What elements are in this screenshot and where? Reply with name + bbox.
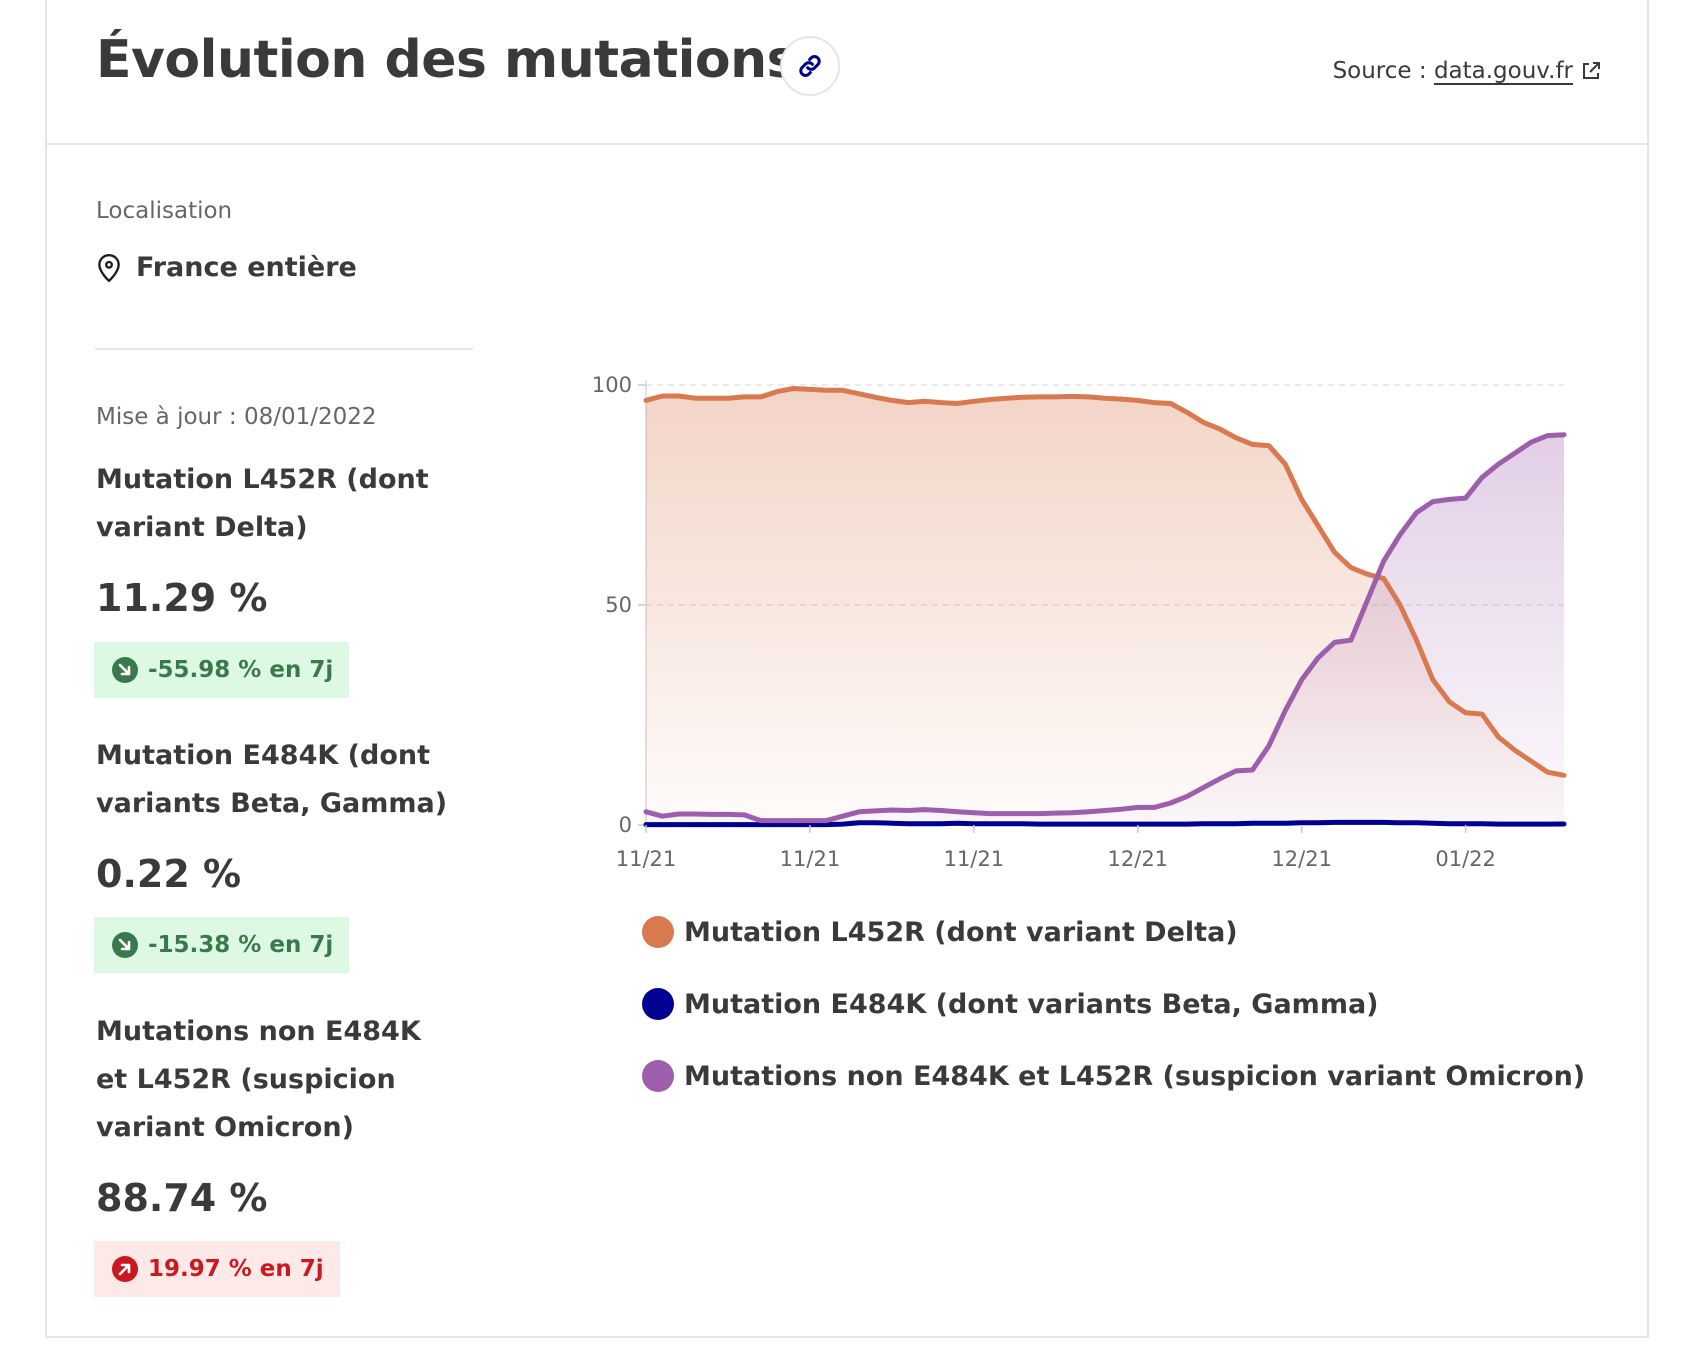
legend-swatch-omicron [642,1060,674,1092]
legend-label-delta: Mutation L452R (dont variant Delta) [684,916,1238,948]
metric-value-omicron: 88.74 % [96,1176,268,1220]
series-line-0 [643,386,1567,778]
external-link-icon [1583,62,1600,79]
trend-badge-beta-gamma: -15.38 % en 7j [94,917,350,973]
arrow-down-right-icon [112,657,138,683]
metric-name-beta-gamma: Mutation E484K (dont variants Beta, Gamm… [96,740,448,819]
location-value: France entière [136,252,357,283]
series-line-2 [643,432,1567,824]
chart-legend: Mutation L452R (dont variant Delta) Muta… [642,912,1585,1128]
location-label: Localisation [96,198,233,224]
trend-badge-delta: -55.98 % en 7j [94,642,350,698]
mutations-card [45,0,1649,1338]
bottom-divider [45,1336,1649,1338]
mutations-area-chart[interactable]: 0 50 100 11/21 11/21 11/21 12/21 12/21 01/22 [580,360,1600,900]
metric-name-omicron: Mutations non E484K et L452R (suspicion … [96,1016,421,1143]
location-selector[interactable]: France entière [96,252,357,283]
legend-item-delta[interactable]: Mutation L452R (dont variant Delta) [642,912,1585,952]
link-icon [799,55,821,77]
metric-value-beta-gamma: 0.22 % [96,852,242,896]
y-tick-label-100: 100 [592,373,632,397]
x-tick-label-2: 11/21 [944,847,1005,871]
source-prefix: Source : [1332,58,1434,84]
metric-value-delta: 11.29 % [96,576,268,620]
legend-label-beta-gamma: Mutation E484K (dont variants Beta, Gamm… [684,988,1379,1020]
x-tick-label-1: 11/21 [780,847,841,871]
series-area-2 [646,434,1564,825]
header-divider [45,143,1649,145]
legend-swatch-delta [642,916,674,948]
y-tick-label-50: 50 [605,593,632,617]
trend-text-delta: -55.98 % en 7j [148,657,334,683]
x-tick-label-4: 12/21 [1271,847,1332,871]
arrow-down-right-icon [112,932,138,958]
source-link[interactable]: data.gouv.fr [1434,58,1601,84]
legend-item-omicron[interactable]: Mutations non E484K et L452R (suspicion … [642,1056,1585,1096]
page-title: Évolution des mutations [96,30,798,90]
legend-item-beta-gamma[interactable]: Mutation E484K (dont variants Beta, Gamm… [642,984,1585,1024]
sidebar-divider [95,348,473,350]
series-line-1 [643,819,1567,828]
map-pin-icon [98,253,120,282]
x-tick-label-0: 11/21 [616,847,677,871]
trend-text-beta-gamma: -15.38 % en 7j [148,932,334,958]
source-attribution: Source : data.gouv.fr [1333,58,1601,84]
metric-name-delta: Mutation L452R (dont variant Delta) [96,464,429,543]
y-tick-label-0: 0 [619,813,632,837]
copy-link-button[interactable] [780,36,840,96]
x-tick-label-5: 01/22 [1435,847,1496,871]
arrow-up-right-icon [112,1256,138,1282]
source-link-label: data.gouv.fr [1433,58,1573,84]
trend-text-omicron: 19.97 % en 7j [148,1256,324,1282]
last-update: Mise à jour : 08/01/2022 [96,404,377,430]
trend-badge-omicron: 19.97 % en 7j [94,1241,340,1297]
x-tick-label-3: 12/21 [1108,847,1169,871]
legend-label-omicron: Mutations non E484K et L452R (suspicion … [684,1060,1586,1092]
legend-swatch-beta-gamma [642,988,674,1020]
